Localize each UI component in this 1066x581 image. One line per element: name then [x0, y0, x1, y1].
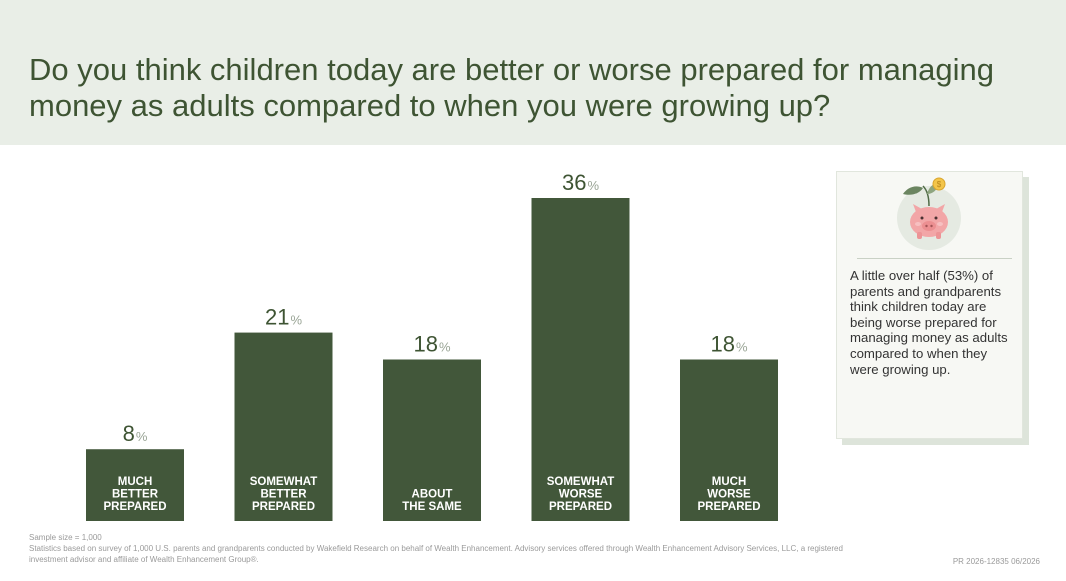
data-label: 18%: [710, 332, 747, 357]
category-label: MUCH: [712, 476, 747, 488]
category-label: SOMEWHAT: [250, 476, 318, 488]
bar: [234, 332, 333, 521]
callout-text: A little over half (53%) of parents and …: [850, 268, 1008, 377]
header-banner: Do you think children today are better o…: [0, 0, 1066, 145]
bar: [531, 198, 630, 521]
bar-chart: 8%MUCHBETTERPREPARED21%SOMEWHATBETTERPRE…: [86, 170, 778, 521]
callout-card: $ A little over half (53%) of parents an…: [836, 171, 1023, 439]
category-label: PREPARED: [697, 501, 760, 513]
data-label: 21%: [265, 305, 302, 330]
category-label: BETTER: [112, 489, 159, 501]
category-label: PREPARED: [252, 501, 315, 513]
category-label: PREPARED: [103, 501, 166, 513]
category-label: THE SAME: [402, 501, 462, 513]
data-label: 8%: [123, 421, 148, 446]
category-label: WORSE: [707, 489, 751, 501]
sample-size-note: Sample size = 1,000: [29, 533, 102, 542]
page-title: Do you think children today are better o…: [29, 52, 994, 123]
category-label: ABOUT: [412, 489, 453, 501]
piggy-bank-icon: $: [903, 177, 948, 239]
bar: [383, 359, 481, 521]
document-code: PR 2026-12835 06/2026: [952, 557, 1040, 566]
data-label: 36%: [562, 170, 599, 195]
category-label: WORSE: [559, 489, 603, 501]
svg-text:$: $: [937, 180, 942, 189]
category-label: PREPARED: [549, 501, 612, 513]
category-label: MUCH: [118, 476, 153, 488]
category-label: SOMEWHAT: [547, 476, 615, 488]
data-label: 18%: [413, 332, 450, 357]
callout-divider: [857, 258, 1012, 259]
category-label: BETTER: [261, 489, 308, 501]
bar: [86, 449, 184, 521]
bar: [680, 359, 778, 521]
disclaimer-note: Statistics based on survey of 1,000 U.S.…: [29, 544, 843, 564]
